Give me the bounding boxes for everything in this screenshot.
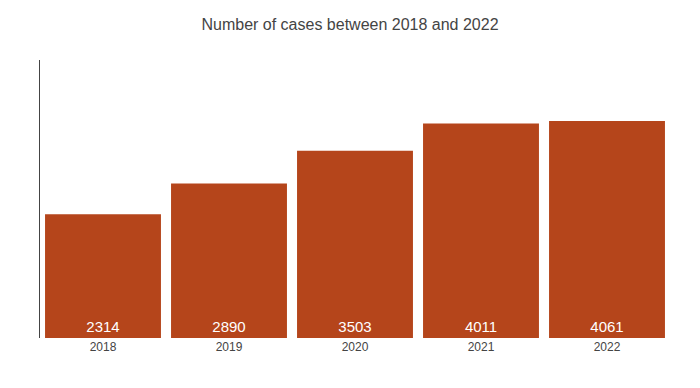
svg-text:2020: 2020 bbox=[342, 340, 369, 354]
svg-text:2022: 2022 bbox=[594, 340, 621, 354]
svg-text:4011: 4011 bbox=[465, 318, 497, 335]
svg-text:3503: 3503 bbox=[338, 318, 371, 335]
svg-text:2021: 2021 bbox=[468, 340, 495, 354]
svg-text:2018: 2018 bbox=[90, 340, 117, 354]
svg-text:4061: 4061 bbox=[590, 318, 623, 335]
svg-text:2890: 2890 bbox=[212, 318, 245, 335]
svg-text:2019: 2019 bbox=[216, 340, 243, 354]
svg-text:Number of cases between 2018 a: Number of cases between 2018 and 2022 bbox=[201, 16, 498, 33]
svg-text:2314: 2314 bbox=[86, 318, 119, 335]
